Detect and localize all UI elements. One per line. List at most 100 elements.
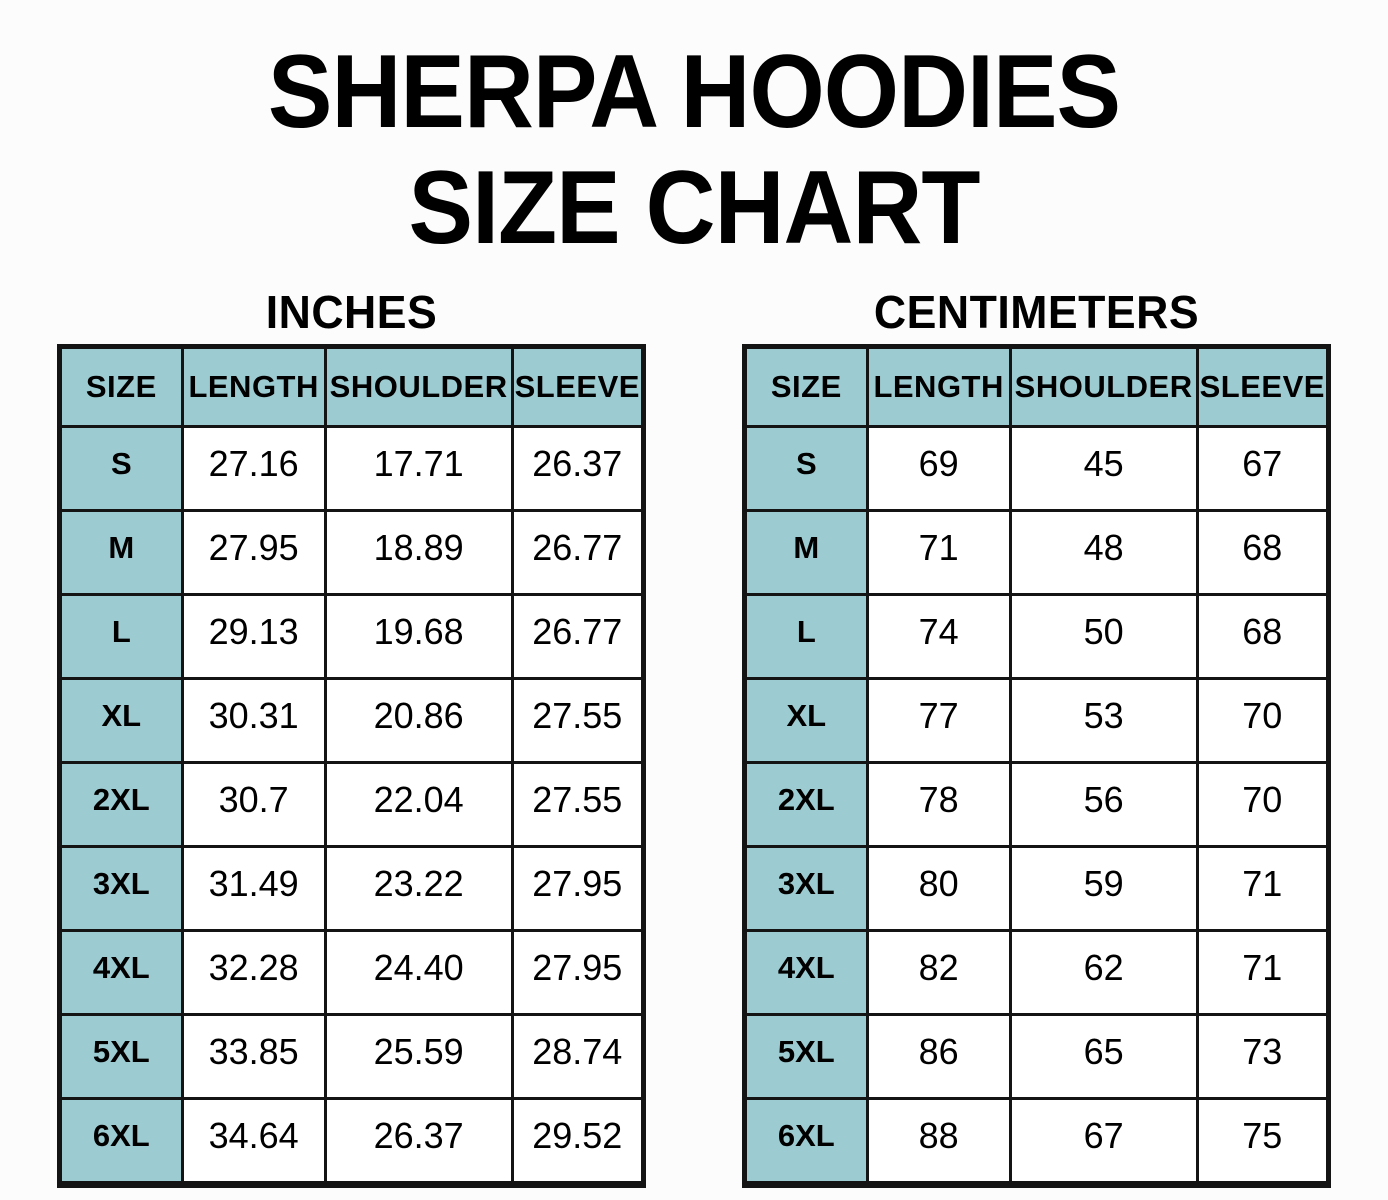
value-cell: 32.28 [180,928,327,1016]
size-cell: S [58,424,184,512]
value-cell: 65 [1008,1012,1199,1100]
value-cell: 68 [1195,592,1331,680]
value-cell: 67 [1008,1096,1199,1186]
value-cell: 27.95 [510,844,646,932]
page-title-line-1: SHERPA HOODIES [267,34,1121,150]
value-cell: 28.74 [510,1012,646,1100]
page-title-line-2: SIZE CHART [408,150,980,267]
size-cell: S [743,424,869,512]
value-cell: 48 [1008,508,1199,596]
table-row: 6XL 34.64 26.37 29.52 [58,1096,646,1186]
value-cell: 82 [865,928,1012,1016]
size-cell: M [58,508,184,596]
value-cell: 80 [865,844,1012,932]
value-cell: 68 [1195,508,1331,596]
value-cell: 29.13 [180,592,327,680]
value-cell: 56 [1008,760,1199,848]
size-cell: 2XL [58,760,184,848]
value-cell: 24.40 [323,928,514,1016]
value-cell: 67 [1195,424,1331,512]
value-cell: 45 [1008,424,1199,512]
column-header-size: SIZE [743,344,869,428]
table-row: M 27.95 18.89 26.77 [58,508,646,596]
column-header-sleeve: SLEEVE [510,344,646,428]
table-row: S 69 45 67 [743,424,1331,512]
column-header-length: LENGTH [865,344,1012,428]
table-row: 2XL 78 56 70 [743,760,1331,848]
value-cell: 69 [865,424,1012,512]
value-cell: 18.89 [323,508,514,596]
column-header-shoulder: SHOULDER [323,344,514,428]
column-header-shoulder: SHOULDER [1008,344,1199,428]
value-cell: 26.37 [510,424,646,512]
table-row: S 27.16 17.71 26.37 [58,424,646,512]
size-cell: 5XL [58,1012,184,1100]
value-cell: 88 [865,1096,1012,1186]
value-cell: 30.7 [180,760,327,848]
table-row: 5XL 86 65 73 [743,1012,1331,1100]
size-cell: L [58,592,184,680]
value-cell: 33.85 [180,1012,327,1100]
value-cell: 74 [865,592,1012,680]
size-cell: 3XL [743,844,869,932]
value-cell: 75 [1195,1096,1331,1186]
value-cell: 27.55 [510,676,646,764]
table-row: M 71 48 68 [743,508,1331,596]
column-header-size: SIZE [58,344,184,428]
size-cell: XL [58,676,184,764]
size-cell: 4XL [58,928,184,1016]
value-cell: 71 [1195,928,1331,1016]
table-row: 4XL 32.28 24.40 27.95 [58,928,646,1016]
centimeters-size-table: SIZE LENGTH SHOULDER SLEEVE S 69 45 67 M 71 48 68 L 7… [742,343,1331,1188]
value-cell: 86 [865,1012,1012,1100]
table-row: 5XL 33.85 25.59 28.74 [58,1012,646,1100]
value-cell: 20.86 [323,676,514,764]
value-cell: 27.16 [180,424,327,512]
inches-size-table: SIZE LENGTH SHOULDER SLEEVE S 27.16 17.71 26.37… [57,343,646,1188]
value-cell: 19.68 [323,592,514,680]
value-cell: 78 [865,760,1012,848]
size-cell: M [743,508,869,596]
value-cell: 26.77 [510,508,646,596]
table-row: 6XL 88 67 75 [743,1096,1331,1186]
value-cell: 59 [1008,844,1199,932]
inches-table-block: INCHES SIZE LENGTH SHOULDER SLEEVE S 27.16 17.… [57,287,646,1188]
value-cell: 71 [865,508,1012,596]
size-chart-page: SHERPA HOODIES SIZE CHART INCHES SIZE LEN… [0,34,1388,1200]
size-cell: 2XL [743,760,869,848]
value-cell: 62 [1008,928,1199,1016]
size-cell: 5XL [743,1012,869,1100]
header-row: SIZE LENGTH SHOULDER SLEEVE [58,344,646,428]
value-cell: 71 [1195,844,1331,932]
centimeters-label: CENTIMETERS [873,285,1200,338]
value-cell: 22.04 [323,760,514,848]
value-cell: 73 [1195,1012,1331,1100]
table-row: XL 77 53 70 [743,676,1331,764]
value-cell: 17.71 [323,424,514,512]
value-cell: 77 [865,676,1012,764]
size-cell: 6XL [743,1096,869,1186]
value-cell: 27.95 [510,928,646,1016]
table-row: 2XL 30.7 22.04 27.55 [58,760,646,848]
header-row: SIZE LENGTH SHOULDER SLEEVE [743,344,1331,428]
table-row: L 29.13 19.68 26.77 [58,592,646,680]
size-cell: XL [743,676,869,764]
table-row: 3XL 80 59 71 [743,844,1331,932]
column-header-length: LENGTH [180,344,327,428]
value-cell: 25.59 [323,1012,514,1100]
value-cell: 70 [1195,760,1331,848]
table-row: 3XL 31.49 23.22 27.95 [58,844,646,932]
size-cell: L [743,592,869,680]
table-row: XL 30.31 20.86 27.55 [58,676,646,764]
value-cell: 29.52 [510,1096,646,1186]
size-cell: 6XL [58,1096,184,1186]
value-cell: 27.55 [510,760,646,848]
size-cell: 3XL [58,844,184,932]
value-cell: 50 [1008,592,1199,680]
value-cell: 23.22 [323,844,514,932]
inches-label: INCHES [265,285,438,338]
value-cell: 30.31 [180,676,327,764]
value-cell: 26.37 [323,1096,514,1186]
table-row: 4XL 82 62 71 [743,928,1331,1016]
value-cell: 31.49 [180,844,327,932]
